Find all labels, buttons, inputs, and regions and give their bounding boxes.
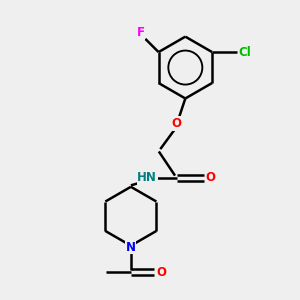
Text: O: O [172,117,182,130]
Text: F: F [137,26,145,40]
Text: HN: HN [137,172,157,184]
Text: O: O [206,172,215,184]
Text: O: O [157,266,167,279]
Text: Cl: Cl [238,46,251,59]
Text: N: N [126,241,136,254]
